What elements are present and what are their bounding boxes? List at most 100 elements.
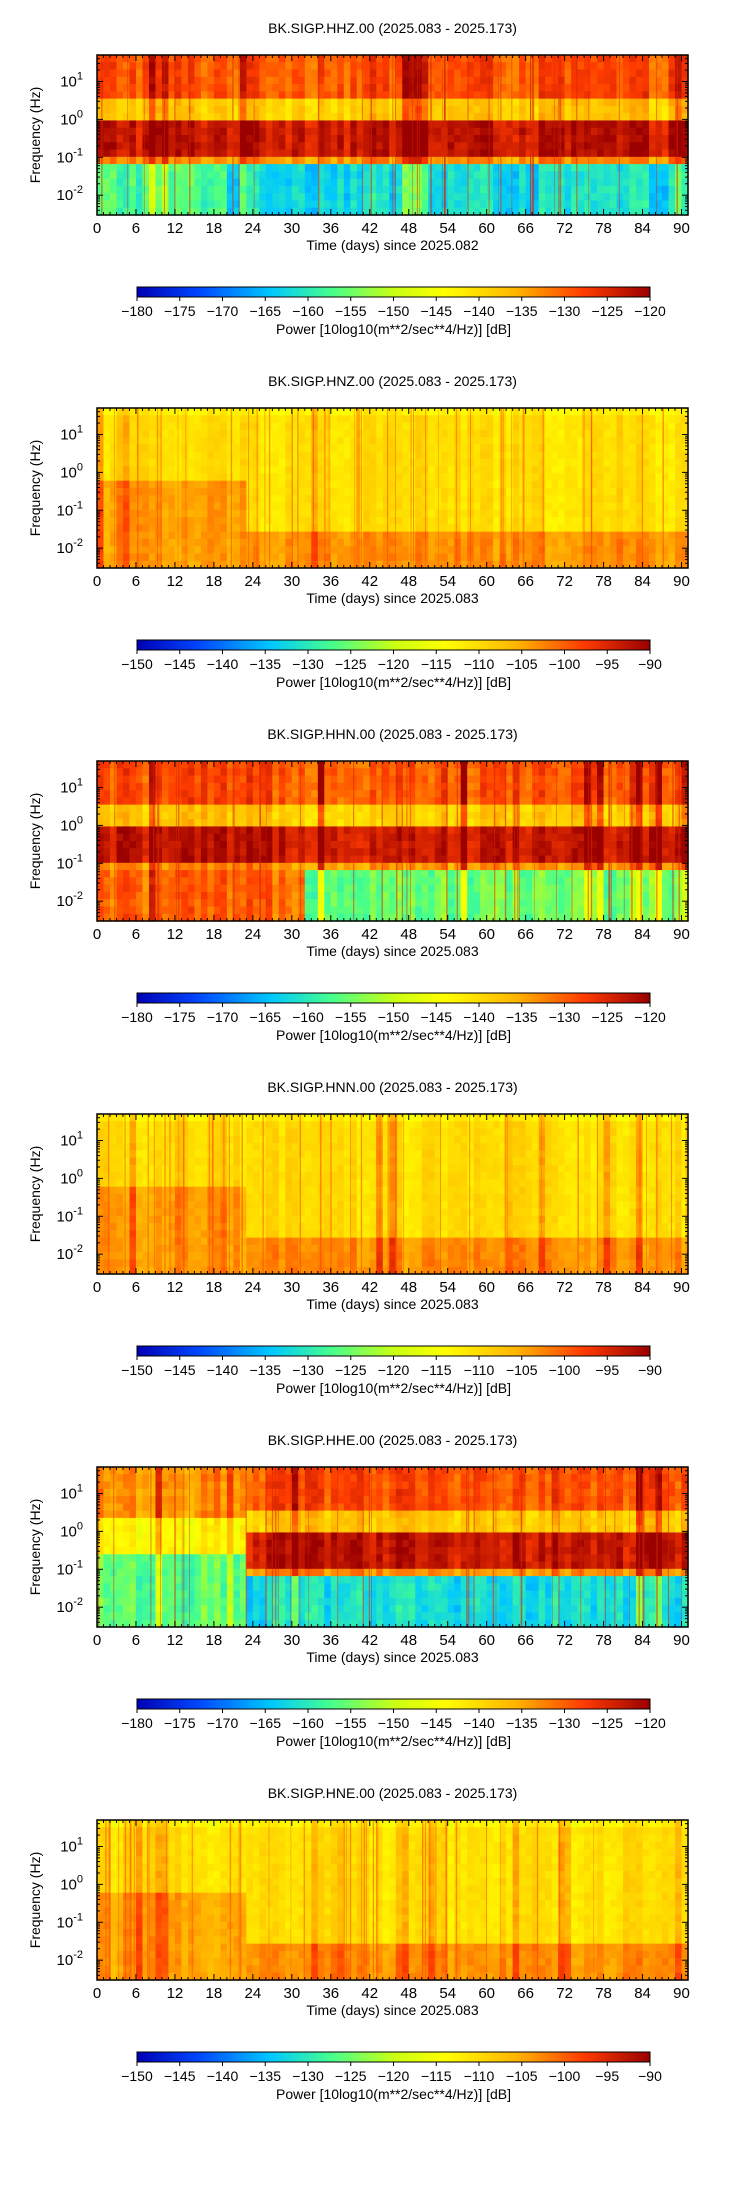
- x-tick-label: 18: [206, 1632, 223, 1649]
- colorbar-tick-label: −180: [121, 303, 153, 319]
- y-tick-label: 10-1: [57, 146, 83, 166]
- x-axis-label: Time (days) since 2025.083: [306, 1649, 478, 1665]
- y-ticks: [97, 1466, 688, 1628]
- x-tick-label: 42: [361, 1985, 378, 2002]
- x-tick-label: 30: [283, 1279, 300, 1296]
- colorbar: [136, 2051, 651, 2063]
- panel-title: BK.SIGP.HNZ.00 (2025.083 - 2025.173): [268, 373, 517, 389]
- x-tick-label: 24: [245, 220, 262, 237]
- y-ticks: [97, 407, 688, 569]
- colorbar-tick-label: −150: [378, 1009, 410, 1025]
- x-tick-label: 72: [556, 926, 573, 943]
- x-tick-label: 90: [673, 1279, 690, 1296]
- x-tick-label: 18: [206, 1985, 223, 2002]
- x-tick-label: 48: [400, 1279, 417, 1296]
- colorbar-tick-label: −170: [207, 1009, 239, 1025]
- heatmap-cells: [97, 408, 689, 569]
- y-axis-label: Frequency (Hz): [27, 1852, 43, 1948]
- colorbar-tick-label: −90: [638, 656, 662, 672]
- colorbar-label: Power [10log10(m**2/sec**4/Hz)] [dB]: [276, 321, 511, 337]
- colorbar-tick-label: −115: [421, 656, 452, 672]
- colorbar: [136, 286, 651, 298]
- colorbar-tick-label: −145: [164, 2068, 196, 2084]
- plot-frame: [96, 1819, 689, 1981]
- colorbar-tick-label: −110: [464, 2068, 495, 2084]
- x-tick-label: 60: [478, 926, 495, 943]
- x-tick-label: 60: [478, 1985, 495, 2002]
- heatmap-cells: [97, 1820, 689, 1981]
- x-tick-label: 48: [400, 926, 417, 943]
- x-tick-label: 36: [322, 1632, 339, 1649]
- x-tick-label: 0: [93, 573, 101, 590]
- plot-frame: [96, 760, 689, 922]
- colorbar-tick-label: −145: [164, 656, 196, 672]
- colorbar-tick-label: −130: [292, 2068, 324, 2084]
- x-tick-label: 42: [361, 1632, 378, 1649]
- x-tick-label: 72: [556, 1632, 573, 1649]
- y-tick-label: 10-1: [57, 1558, 83, 1578]
- x-tick-label: 30: [283, 1632, 300, 1649]
- x-tick-label: 54: [439, 926, 456, 943]
- colorbar-tick-label: −155: [335, 1009, 367, 1025]
- colorbar-label: Power [10log10(m**2/sec**4/Hz)] [dB]: [276, 1733, 511, 1749]
- x-tick-label: 90: [673, 220, 690, 237]
- colorbar-ticks: [136, 650, 651, 654]
- x-tick-label: 36: [322, 220, 339, 237]
- x-tick-label: 78: [595, 220, 612, 237]
- x-tick-label: 66: [517, 1279, 534, 1296]
- x-tick-label: 84: [634, 220, 651, 237]
- colorbar-tick-label: −135: [249, 1362, 281, 1378]
- colorbar-tick-label: −120: [634, 1009, 666, 1025]
- colorbar-tick-label: −160: [292, 303, 324, 319]
- colorbar-tick-label: −170: [207, 1715, 239, 1731]
- plot-frame: [96, 1113, 689, 1275]
- y-tick-label: 101: [60, 70, 83, 90]
- colorbar-tick-label: −135: [506, 1009, 538, 1025]
- colorbar-tick-label: −140: [463, 303, 495, 319]
- colorbar-tick-label: −145: [420, 1715, 452, 1731]
- colorbar-tick-label: −150: [378, 1715, 410, 1731]
- x-axis-label: Time (days) since 2025.083: [306, 1296, 478, 1312]
- x-tick-label: 84: [634, 1632, 651, 1649]
- colorbar: [136, 992, 651, 1004]
- colorbar-tick-label: −125: [591, 1009, 623, 1025]
- x-tick-label: 36: [322, 1279, 339, 1296]
- x-tick-label: 24: [245, 573, 262, 590]
- colorbar-tick-label: −125: [335, 1362, 367, 1378]
- x-tick-label: 66: [517, 1632, 534, 1649]
- x-tick-label: 54: [439, 1279, 456, 1296]
- x-tick-label: 90: [673, 573, 690, 590]
- x-tick-label: 84: [634, 573, 651, 590]
- colorbar-tick-label: −145: [420, 303, 452, 319]
- y-tick-label: 101: [60, 1129, 83, 1149]
- colorbar-tick-label: −135: [506, 1715, 538, 1731]
- colorbar-tick-label: −160: [292, 1715, 324, 1731]
- colorbar-tick-label: −180: [121, 1009, 153, 1025]
- colorbar-tick-label: −160: [292, 1009, 324, 1025]
- colorbar-tick-label: −105: [506, 1362, 538, 1378]
- x-tick-label: 42: [361, 220, 378, 237]
- y-tick-label: 10-2: [57, 1596, 83, 1616]
- y-axis-label: Frequency (Hz): [27, 1146, 43, 1242]
- x-tick-label: 48: [400, 573, 417, 590]
- panel-title: BK.SIGP.HNN.00 (2025.083 - 2025.173): [267, 1079, 517, 1095]
- colorbar-tick-label: −170: [207, 303, 239, 319]
- x-tick-label: 84: [634, 926, 651, 943]
- y-axis-label: Frequency (Hz): [27, 793, 43, 889]
- y-ticks: [97, 1819, 688, 1981]
- colorbar-tick-label: −95: [595, 656, 619, 672]
- x-ticks: [96, 761, 689, 921]
- panel-title: BK.SIGP.HNE.00 (2025.083 - 2025.173): [268, 1785, 518, 1801]
- y-tick-label: 101: [60, 1835, 83, 1855]
- spectrogram-panel: BK.SIGP.HNN.00 (2025.083 - 2025.173) Freq…: [27, 1079, 690, 1396]
- colorbar-tick-label: −125: [335, 656, 367, 672]
- colorbar-tick-label: −155: [335, 1715, 367, 1731]
- colorbar-tick-label: −120: [634, 303, 666, 319]
- y-axis-label: Frequency (Hz): [27, 87, 43, 183]
- x-tick-label: 54: [439, 1985, 456, 2002]
- colorbar-tick-label: −120: [378, 656, 410, 672]
- x-tick-label: 12: [167, 1279, 184, 1296]
- panel-title: BK.SIGP.HHN.00 (2025.083 - 2025.173): [267, 726, 517, 742]
- colorbar: [136, 639, 651, 651]
- x-tick-label: 12: [167, 926, 184, 943]
